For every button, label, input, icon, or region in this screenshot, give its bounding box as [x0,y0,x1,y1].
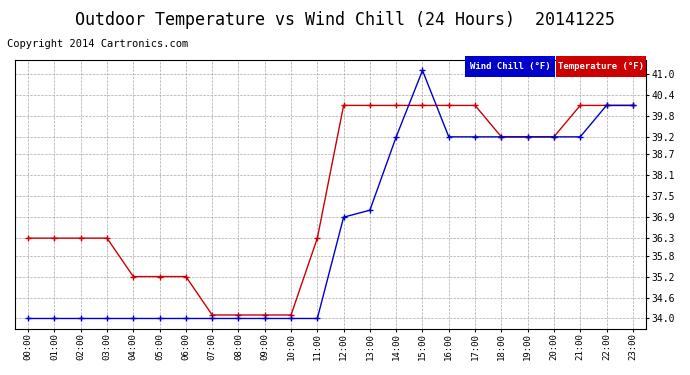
Text: Outdoor Temperature vs Wind Chill (24 Hours)  20141225: Outdoor Temperature vs Wind Chill (24 Ho… [75,11,615,29]
Text: Temperature (°F): Temperature (°F) [558,62,644,71]
Text: Wind Chill (°F): Wind Chill (°F) [470,62,551,71]
Text: Copyright 2014 Cartronics.com: Copyright 2014 Cartronics.com [7,39,188,50]
